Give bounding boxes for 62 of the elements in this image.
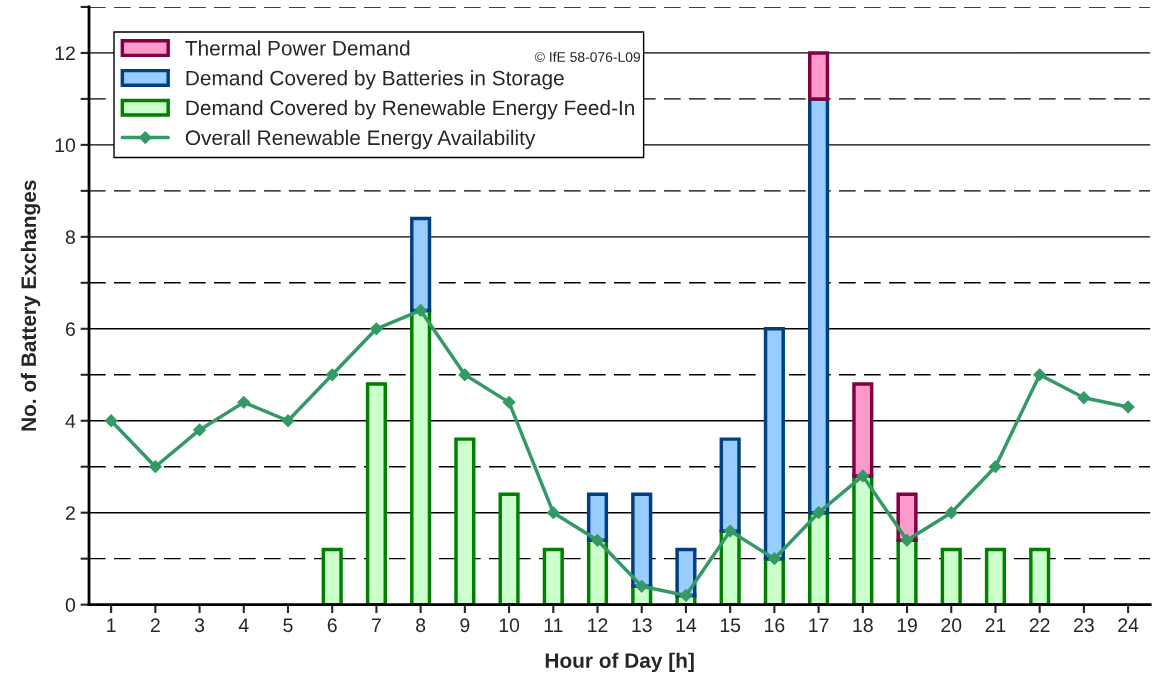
- point: [104, 414, 118, 428]
- x-tick-label: 3: [194, 618, 205, 633]
- x-tick-label: 20: [941, 618, 962, 633]
- x-tick-label: 7: [372, 618, 381, 632]
- point: [900, 533, 914, 547]
- x-tick-label: 8: [416, 618, 426, 633]
- point: [635, 579, 649, 593]
- x-tick-label: 6: [327, 618, 337, 633]
- point: [1077, 391, 1091, 405]
- x-tick-label: 18: [853, 618, 873, 633]
- x-tick-label: 4: [238, 618, 249, 632]
- x-tick-label: 14: [676, 618, 697, 632]
- legend-label: Demand Covered by Renewable Energy Feed-In: [186, 99, 634, 120]
- x-tick-label: 23: [1074, 618, 1094, 633]
- y-tick-label: 4: [65, 414, 76, 428]
- x-tick-label: 10: [499, 618, 520, 633]
- y-tick-label: 2: [65, 506, 75, 520]
- point: [281, 414, 295, 428]
- point: [414, 303, 428, 317]
- legend-label: Overall Renewable Energy Availability: [185, 129, 536, 150]
- point: [193, 423, 206, 437]
- point: [148, 460, 162, 474]
- y-tick-label: 12: [55, 46, 75, 60]
- x-tick-label: 16: [765, 618, 785, 633]
- point: [237, 395, 251, 409]
- x-tick-label: 15: [720, 618, 741, 633]
- x-tick-label: 17: [809, 618, 829, 632]
- x-tick-label: 12: [588, 618, 608, 632]
- legend-label: Demand Covered by Batteries in Storage: [186, 70, 564, 90]
- x-tick-label: 5: [283, 618, 293, 633]
- y-axis-title: No. of Battery Exchanges: [20, 180, 41, 431]
- point: [856, 469, 870, 483]
- point: [989, 460, 1002, 474]
- x-tick-label: 9: [460, 618, 470, 633]
- point: [944, 506, 958, 520]
- x-tick-label: 21: [985, 618, 1006, 632]
- point: [325, 368, 339, 382]
- x-tick-label: 13: [632, 618, 652, 633]
- x-tick-label: 19: [897, 618, 917, 633]
- y-tick-label: 6: [65, 322, 75, 337]
- annotation: © IfE 58-076-L09: [534, 51, 641, 62]
- point: [370, 322, 383, 336]
- x-tick-label: 2: [150, 618, 160, 632]
- point: [812, 506, 826, 520]
- x-tick-label: 11: [544, 618, 563, 632]
- point: [1033, 368, 1047, 382]
- point: [723, 524, 737, 538]
- legend-label: Thermal Power Demand: [185, 40, 410, 56]
- point: [502, 395, 516, 409]
- point: [1121, 400, 1135, 414]
- y-tick-label: 0: [65, 598, 76, 612]
- y-tick-label: 10: [55, 138, 76, 153]
- point: [458, 368, 472, 382]
- x-tick-label: 22: [1029, 618, 1050, 632]
- point: [546, 506, 560, 520]
- y-tick-label: 8: [65, 230, 75, 245]
- point: [767, 552, 781, 566]
- x-tick-label: 24: [1118, 618, 1139, 632]
- point: [591, 533, 604, 547]
- point: [679, 589, 693, 602]
- x-axis-title: Hour of Day [h]: [545, 652, 694, 673]
- x-tick-label: 1: [107, 618, 116, 632]
